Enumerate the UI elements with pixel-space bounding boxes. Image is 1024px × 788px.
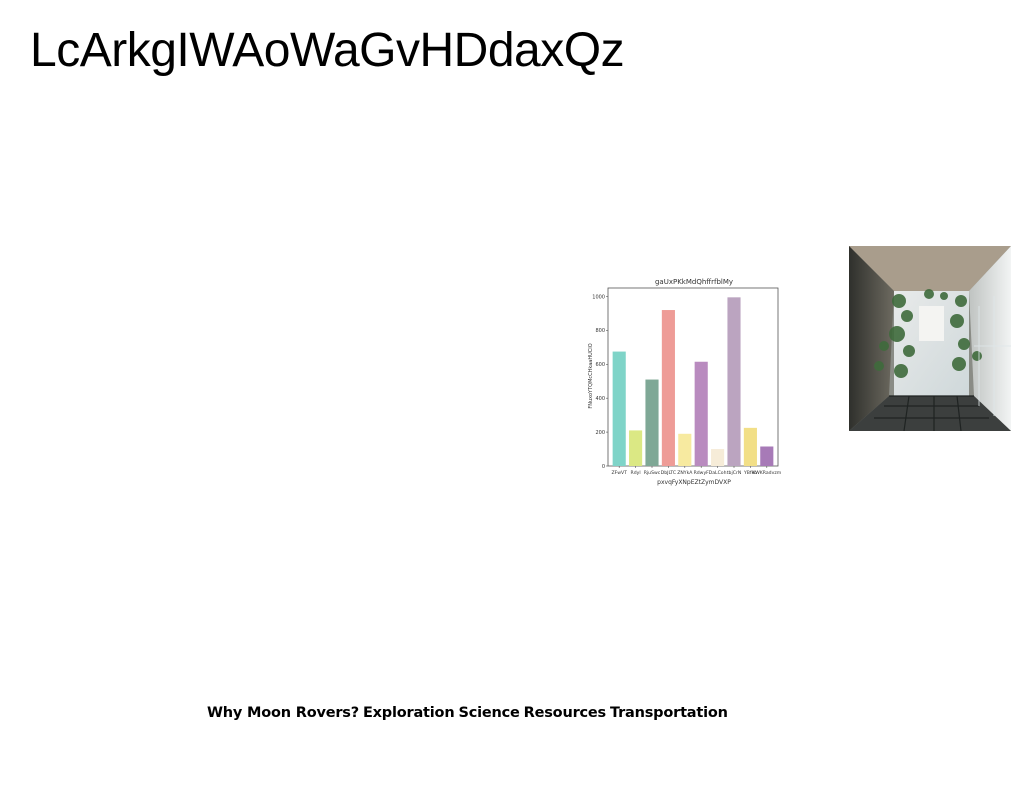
chart-bar-rjuswc bbox=[645, 379, 659, 466]
chart-bars bbox=[612, 297, 774, 466]
atrium-photo-image bbox=[849, 246, 1011, 431]
chart-x-tick-label: RjuSwc bbox=[644, 470, 661, 476]
chart-frame bbox=[607, 287, 779, 467]
chart-y-tick-label: 800 bbox=[595, 328, 605, 334]
nav-link-why-moon-rovers[interactable]: Why Moon Rovers? bbox=[207, 705, 359, 721]
chart-x-tick-label: tbjCrN bbox=[727, 470, 742, 476]
chart-bar-rdyl bbox=[629, 430, 643, 466]
chart-x-tick-label: DaLCoh bbox=[709, 470, 727, 476]
chart-x-ticks: ZFwVT Rdyl RjuSwc DbJLTC ZNYkA RdwyF DaLCoh tbj… bbox=[611, 466, 782, 476]
page-title: LcArkgIWAoWaGvHDdaxQz bbox=[30, 24, 625, 77]
nav-link-exploration[interactable]: Exploration bbox=[362, 705, 455, 721]
main-nav: Why Moon Rovers? Exploration Science Res… bbox=[207, 705, 728, 721]
chart-x-tick-label: ZNYkA bbox=[677, 470, 693, 476]
nav-link-science[interactable]: Science bbox=[458, 705, 520, 721]
chart-x-tick-label: RdwyF bbox=[694, 470, 710, 476]
chart-y-tick-label: 0 bbox=[602, 464, 605, 470]
chart-y-tick-label: 1000 bbox=[592, 294, 605, 300]
chart-title: gaUxPKkMdQhffrfblMy bbox=[655, 278, 733, 286]
chart-x-tick-label: YBfko bbox=[743, 470, 757, 476]
bar-chart: gaUxPKkMdQhffrfblMy 0 200 400 600 800 1000 ZF… bbox=[584, 272, 784, 490]
chart-bar-ybfko bbox=[743, 427, 757, 466]
chart-y-tick-label: 600 bbox=[595, 362, 605, 368]
atrium-photo bbox=[849, 246, 1011, 431]
chart-y-ticks: 0 200 400 600 800 1000 bbox=[592, 294, 608, 470]
chart-y-tick-label: 400 bbox=[595, 396, 605, 402]
chart-bar-zfwvt bbox=[612, 351, 626, 466]
chart-bar-znyka bbox=[678, 433, 692, 466]
chart-x-tick-label: DbJLTC bbox=[661, 470, 676, 476]
chart-bar-dbjltc bbox=[661, 310, 675, 466]
chart-x-tick-label: Rdyl bbox=[631, 470, 641, 476]
bar-chart-svg: gaUxPKkMdQhffrfblMy 0 200 400 600 800 1000 ZF… bbox=[588, 278, 782, 486]
chart-bar-dalcoh bbox=[711, 449, 725, 466]
chart-y-label: FNuxoYTQMcCHkaaHUCIO bbox=[588, 343, 594, 408]
nav-link-transportation[interactable]: Transportation bbox=[609, 705, 728, 721]
chart-x-label: pxvqFyXNpEZtZymDVXP bbox=[657, 479, 731, 486]
chart-axes bbox=[607, 287, 779, 467]
chart-x-tick-label: KWKRadvzm bbox=[752, 470, 781, 476]
chart-bar-tbjcrn bbox=[727, 297, 741, 466]
chart-bar-kwkradvzm bbox=[760, 446, 774, 466]
chart-y-tick-label: 200 bbox=[595, 430, 605, 436]
nav-link-resources[interactable]: Resources bbox=[523, 705, 607, 721]
chart-x-tick-label: ZFwVT bbox=[611, 470, 627, 476]
chart-bar-rdwyf bbox=[694, 361, 708, 466]
